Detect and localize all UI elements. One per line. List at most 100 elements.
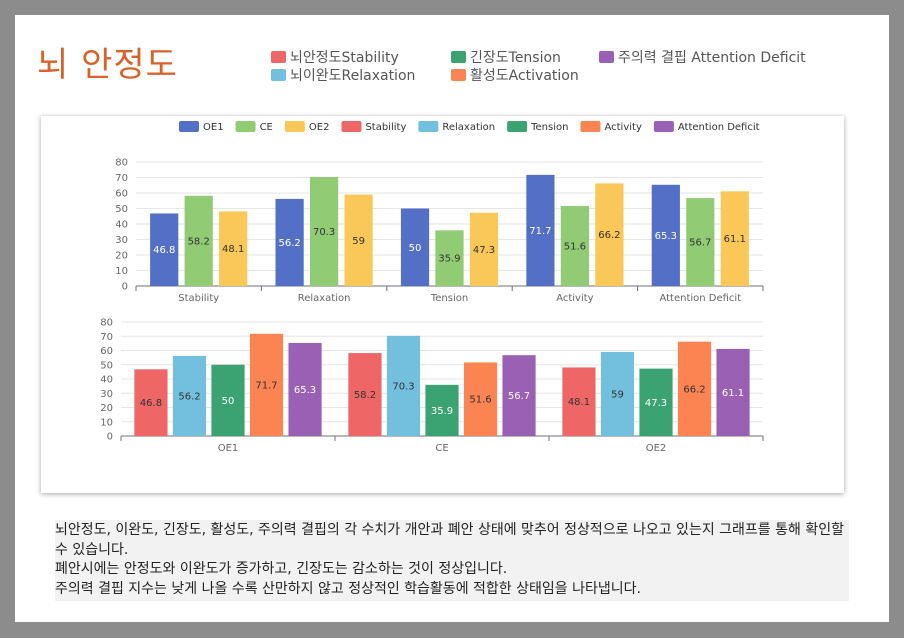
- data-label: 58.2: [354, 390, 376, 401]
- bar: [219, 211, 248, 286]
- top-legend-item-relaxation: 뇌이완도Relaxation: [271, 65, 415, 85]
- legend-swatch: [451, 51, 466, 63]
- bar: [134, 369, 168, 436]
- note-line: 뇌안정도, 이완도, 긴장도, 활성도, 주의력 결핍의 각 수치가 개안과 폐…: [55, 522, 844, 558]
- x-tick-label: Activity: [556, 293, 593, 304]
- legend-swatch: [271, 69, 286, 81]
- report-page: 뇌 안정도 뇌안정도Stability 긴장도Tension 주의력 결핍 At…: [15, 15, 889, 622]
- bar: [309, 177, 339, 286]
- chart-legend-label: OE1: [203, 122, 224, 133]
- legend-swatch: [451, 69, 466, 81]
- top-legend-label: 활성도Activation: [470, 68, 579, 84]
- data-label: 66.2: [683, 384, 705, 395]
- top-legend-item-tension: 긴장도Tension: [451, 47, 561, 67]
- data-label: 47.3: [473, 245, 495, 256]
- data-label: 71.7: [529, 226, 551, 237]
- bar: [651, 184, 680, 286]
- bar: [150, 213, 179, 286]
- bar: [639, 368, 673, 436]
- data-label: 56.7: [689, 238, 711, 249]
- data-label: 48.1: [222, 244, 244, 255]
- x-tick-label: OE1: [218, 443, 239, 454]
- bar: [716, 348, 750, 436]
- chart-legend-swatch: [284, 121, 305, 132]
- y-tick-label: 60: [100, 346, 113, 357]
- chart-legend-label: Tension: [530, 122, 568, 133]
- data-label: 61.1: [724, 234, 746, 245]
- data-label: 59: [611, 389, 624, 400]
- bar: [344, 194, 373, 286]
- y-tick-label: 60: [115, 189, 128, 200]
- data-label: 50: [222, 396, 235, 407]
- data-label: 65.3: [294, 385, 316, 396]
- top-legend-label: 긴장도Tension: [470, 50, 561, 66]
- x-tick-label: Stability: [178, 293, 219, 304]
- data-label: 58.2: [188, 236, 210, 247]
- y-tick-label: 80: [100, 318, 113, 329]
- y-tick-label: 10: [100, 417, 113, 428]
- top-legend-item-stability: 뇌안정도Stability: [271, 47, 399, 67]
- legend-swatch: [599, 51, 614, 63]
- bar: [600, 351, 635, 436]
- y-tick-label: 10: [115, 266, 128, 277]
- chart-legend-swatch: [341, 121, 362, 132]
- chart-legend-swatch: [179, 121, 199, 132]
- y-tick-label: 20: [115, 251, 128, 262]
- data-label: 61.1: [722, 388, 744, 399]
- bar: [720, 191, 749, 286]
- data-label: 65.3: [655, 231, 677, 242]
- data-label: 70.3: [313, 227, 335, 238]
- bar: [184, 195, 213, 286]
- bar: [463, 362, 498, 436]
- y-tick-label: 0: [107, 432, 113, 443]
- y-tick-label: 20: [100, 403, 113, 414]
- chart-legend-label: Stability: [365, 122, 406, 133]
- chart-legend-swatch: [653, 121, 674, 132]
- chart-legend-swatch: [507, 121, 528, 132]
- x-tick-label: OE2: [646, 443, 667, 454]
- data-label: 35.9: [438, 254, 460, 265]
- data-label: 46.8: [140, 398, 162, 409]
- bar: [686, 198, 715, 286]
- bar: [288, 342, 322, 436]
- y-tick-label: 40: [115, 220, 128, 231]
- y-tick-label: 70: [115, 173, 128, 184]
- bar: [562, 367, 596, 436]
- y-tick-label: 50: [115, 204, 128, 215]
- bar: [425, 384, 459, 436]
- x-tick-label: Attention Deficit: [659, 293, 741, 304]
- y-tick-label: 30: [115, 235, 128, 246]
- bar: [502, 355, 536, 436]
- chart-legend-swatch: [418, 121, 439, 132]
- data-label: 66.2: [598, 230, 620, 241]
- data-label: 46.8: [153, 245, 175, 256]
- top-legend-item-activation: 활성도Activation: [451, 65, 579, 85]
- data-label: 51.6: [469, 395, 491, 406]
- data-label: 56.2: [178, 391, 200, 402]
- y-tick-label: 70: [100, 332, 113, 343]
- top-legend: 뇌안정도Stability 긴장도Tension 주의력 결핍 Attentio…: [271, 47, 831, 91]
- note-line: 폐안시에는 안정도와 이완도가 증가하고, 긴장도는 감소하는 것이 정상입니다…: [55, 561, 508, 577]
- data-label: 47.3: [645, 398, 667, 409]
- bar: [560, 206, 590, 286]
- top-legend-label: 뇌이완도Relaxation: [290, 68, 416, 84]
- top-legend-item-attention-deficit: 주의력 결핍 Attention Deficit: [599, 47, 806, 67]
- data-label: 56.7: [508, 391, 530, 402]
- y-tick-label: 30: [100, 389, 113, 400]
- page-title: 뇌 안정도: [37, 45, 178, 85]
- x-tick-label: CE: [435, 443, 448, 454]
- bar: [400, 208, 430, 286]
- bar: [348, 353, 382, 436]
- legend-swatch: [271, 51, 286, 63]
- chart-legend-swatch: [235, 121, 256, 132]
- chart-legend-swatch: [580, 121, 601, 132]
- bar: [469, 212, 499, 286]
- data-label: 48.1: [568, 397, 590, 408]
- y-tick-label: 80: [115, 158, 128, 169]
- bar: [172, 355, 207, 436]
- data-label: 70.3: [392, 381, 414, 392]
- y-tick-label: 0: [122, 282, 128, 293]
- y-tick-label: 40: [100, 375, 113, 386]
- x-tick-label: Relaxation: [298, 293, 351, 304]
- data-label: 56.2: [278, 238, 300, 249]
